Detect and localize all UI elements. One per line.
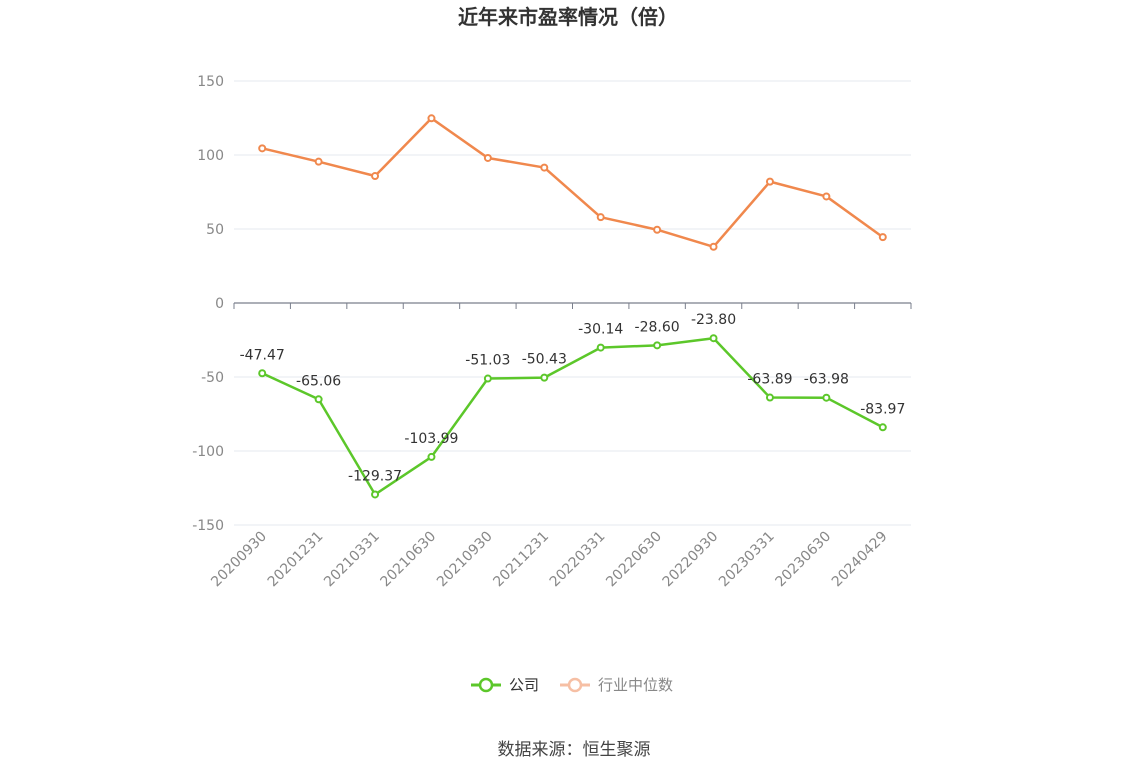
data-label-company: -83.97 [860,401,905,417]
data-point-industry-median [765,177,774,186]
data-point-company [314,395,323,404]
x-tick-label: 20201231 [265,529,327,591]
data-label-company: -51.03 [465,353,510,369]
data-point-company [371,490,380,499]
x-tick-label: 20210630 [378,529,440,591]
x-tick-label: 20220930 [660,529,722,591]
x-tick-label: 20210331 [321,529,383,591]
data-label-company: -28.60 [635,319,680,335]
legend-item-company[interactable]: 公司 [471,676,539,694]
data-point-industry-median [709,242,718,251]
data-point-industry-median [483,153,492,162]
data-point-company [653,341,662,350]
series-line-industry-median [260,117,885,249]
data-point-industry-median [540,163,549,172]
legend-industry-label: 行业中位数 [598,676,673,694]
data-point-company [540,373,549,382]
legend-company-marker [478,677,494,693]
y-tick-label: -150 [192,518,224,534]
data-point-industry-median [371,172,380,181]
x-tick-label: 20211231 [490,529,552,591]
data-point-company [709,334,718,343]
data-label-company: -65.06 [296,373,341,389]
chart-title: 近年来市盈率情况（倍） [458,5,678,29]
axis-layer: 150100500-50-100-15020200930202012312021… [192,74,912,591]
y-tick-label: 0 [215,296,224,312]
data-point-industry-median [314,157,323,166]
data-point-company [427,452,436,461]
x-tick-label: 20220331 [547,529,609,591]
x-tick-label: 20230331 [716,529,778,591]
data-point-industry-median [596,213,605,222]
data-label-company: -63.98 [804,372,849,388]
x-tick-label: 20200930 [208,529,270,591]
data-point-company [822,393,831,402]
y-tick-label: 150 [197,74,224,90]
data-point-company [596,343,605,352]
legend-item-industry-median[interactable]: 行业中位数 [560,676,673,694]
data-point-industry-median [822,192,831,201]
data-point-company [483,374,492,383]
x-tick-label: 20240429 [829,529,891,591]
x-tick-label: 20220630 [603,529,665,591]
y-tick-label: -100 [192,444,224,460]
legend: 公司 行业中位数 [471,676,673,694]
y-tick-label: -50 [201,370,224,386]
data-point-industry-median [653,225,662,234]
legend-industry-marker [567,677,583,693]
data-label-company: -23.80 [691,312,736,328]
x-tick-label: 20230630 [772,529,834,591]
label-layer: -47.47 -65.06 -129.37 -103.99 -51.03 -50.43 -3… [240,312,906,484]
data-point-industry-median [427,114,436,123]
y-tick-label: 50 [206,222,224,238]
data-point-company [765,393,774,402]
data-point-industry-median [878,233,887,242]
data-label-company: -30.14 [578,322,623,338]
data-label-company: -50.43 [522,352,567,368]
data-point-company [878,423,887,432]
data-label-company: -103.99 [404,431,458,447]
x-tick-label: 20210930 [434,529,496,591]
y-tick-label: 100 [197,148,224,164]
series-line-company [260,336,885,496]
data-source: 数据来源：恒生聚源 [498,740,651,760]
data-point-company [258,369,267,378]
data-point-industry-median [258,144,267,153]
data-label-company: -47.47 [240,347,285,363]
grid-layer [234,80,911,526]
data-label-company: -129.37 [348,468,402,484]
series-layer [258,114,887,499]
legend-company-label: 公司 [509,676,539,694]
data-label-company: -63.89 [747,372,792,388]
